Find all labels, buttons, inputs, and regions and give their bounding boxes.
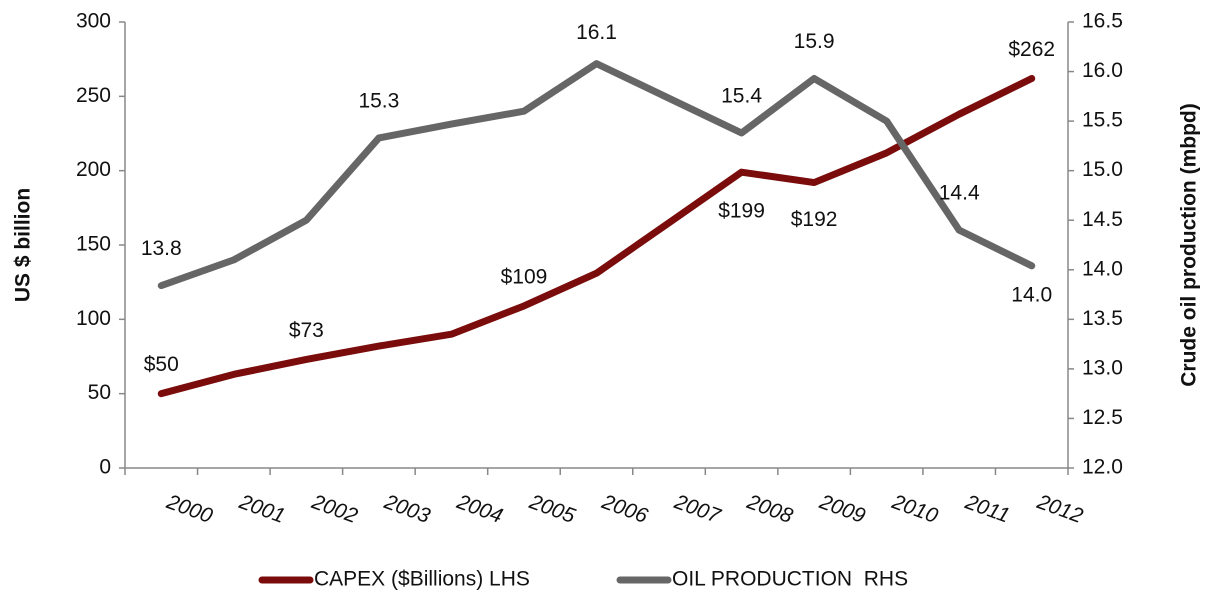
y2-tick-label: 14.0 — [1082, 257, 1123, 280]
y2-tick-label: 15.0 — [1082, 158, 1123, 181]
legend-label: OIL PRODUCTION RHS — [672, 568, 908, 591]
x-tick-label: 2011 — [961, 490, 1012, 527]
x-tick-label: 2010 — [888, 490, 941, 528]
data-label: 15.4 — [721, 85, 762, 108]
y-axis-title: US $ billion — [12, 188, 35, 302]
y2-tick-label: 14.5 — [1082, 208, 1123, 231]
data-label: $262 — [1008, 38, 1055, 61]
y2-tick-label: 12.0 — [1082, 456, 1123, 479]
x-tick-label: 2001 — [235, 490, 288, 528]
y2-tick-label: 13.0 — [1082, 356, 1123, 379]
data-label: 15.9 — [794, 30, 835, 53]
y2-axis-title: Crude oil production (mbpd) — [1178, 103, 1201, 386]
y-tick-label: 50 — [88, 381, 111, 404]
x-tick-label: 2006 — [598, 490, 651, 528]
data-label: $73 — [289, 319, 324, 342]
y-tick-label: 100 — [76, 307, 111, 330]
data-label: 13.8 — [141, 237, 182, 260]
data-label: 14.0 — [1011, 283, 1052, 306]
y-tick-label: 200 — [76, 158, 111, 181]
y-tick-label: 0 — [99, 456, 111, 479]
series-line — [157, 60, 1036, 290]
x-tick-label: 2012 — [1033, 490, 1086, 528]
y-tick-label: 250 — [76, 84, 111, 107]
x-tick-label: 2007 — [671, 490, 725, 528]
y-tick-label: 300 — [76, 10, 111, 33]
data-label: $199 — [718, 200, 765, 223]
data-label: 15.3 — [358, 90, 399, 113]
y2-tick-label: 12.5 — [1082, 406, 1123, 429]
series-line — [157, 74, 1036, 398]
x-tick-label: 2005 — [525, 490, 578, 528]
data-label: 14.4 — [939, 182, 980, 205]
x-tick-label: 2004 — [453, 490, 506, 528]
data-label: $50 — [144, 353, 179, 376]
y2-tick-label: 13.5 — [1082, 307, 1123, 330]
x-tick-label: 2002 — [308, 490, 361, 528]
y-tick-label: 150 — [76, 233, 111, 256]
y2-tick-label: 16.5 — [1082, 10, 1123, 33]
y2-tick-label: 15.5 — [1082, 109, 1123, 132]
y2-tick-label: 16.0 — [1082, 59, 1123, 82]
legend-label: CAPEX ($Billions) LHS — [314, 568, 530, 591]
data-label: 16.1 — [576, 21, 617, 44]
x-tick-label: 2003 — [380, 490, 433, 528]
data-label: $109 — [501, 266, 548, 289]
x-tick-label: 2008 — [743, 490, 796, 528]
x-tick-label: 2000 — [163, 490, 216, 528]
x-tick-label: 2009 — [816, 490, 869, 528]
data-label: $192 — [791, 208, 838, 231]
